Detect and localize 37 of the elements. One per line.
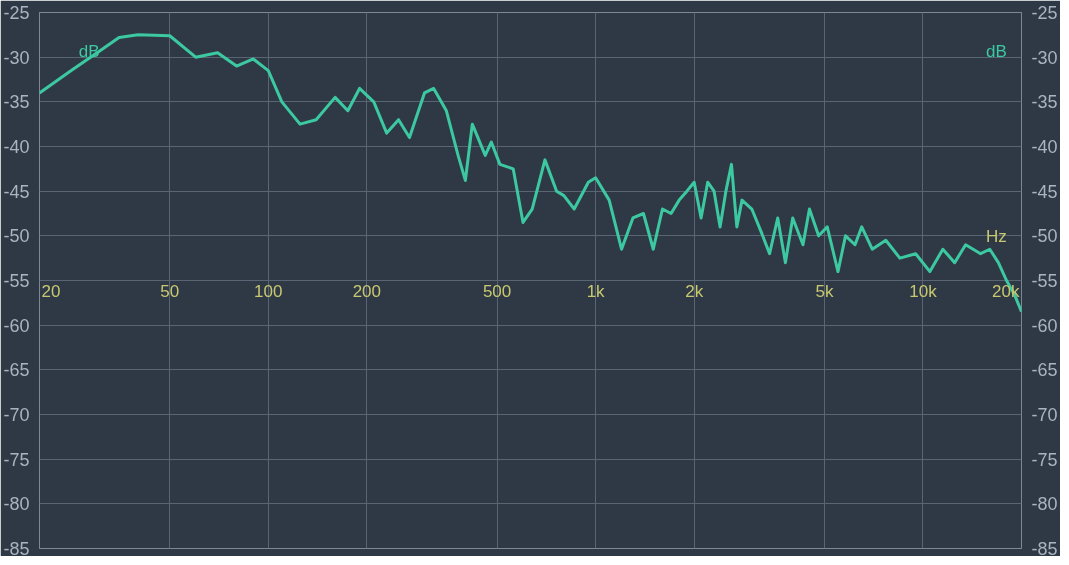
y2-tick-label: -65 — [1031, 360, 1058, 381]
y-tick-label: -85 — [3, 539, 30, 559]
y-tick-label: -60 — [3, 315, 30, 336]
y2-tick-label: -85 — [1031, 539, 1058, 559]
y-tick-label: -80 — [3, 494, 30, 515]
x-tick-label: 500 — [482, 282, 512, 302]
y2-tick-label: -75 — [1031, 449, 1058, 470]
y2-tick-label: -40 — [1031, 137, 1058, 157]
y-tick-label: -50 — [3, 226, 30, 247]
y2-tick-label: -60 — [1031, 315, 1058, 336]
x-tick-label: 50 — [160, 282, 180, 302]
y2-tick-label: -30 — [1031, 47, 1058, 68]
y2-tick-label: -80 — [1031, 494, 1058, 515]
y2-axis-title: dB — [985, 41, 1007, 61]
y2-tick-label: -25 — [1031, 3, 1058, 23]
y-tick-label: -55 — [3, 271, 30, 291]
x-tick-label: 200 — [352, 282, 382, 302]
x-tick-label: 100 — [254, 282, 283, 302]
y2-tick-label: -45 — [1031, 181, 1058, 202]
y-tick-label: -40 — [3, 137, 30, 157]
y2-tick-label: -70 — [1031, 405, 1058, 425]
y2-tick-label: -50 — [1031, 226, 1058, 247]
y-tick-label: -25 — [3, 3, 30, 23]
x-tick-label: 2k — [685, 281, 704, 301]
x-tick-label: 1k — [586, 281, 606, 301]
y-tick-label: -75 — [3, 449, 30, 470]
x-tick-label: 20 — [41, 282, 61, 302]
x-axis-title: Hz — [985, 226, 1007, 246]
y-tick-label: -70 — [3, 405, 30, 425]
y-tick-label: -35 — [3, 92, 30, 113]
y2-tick-label: -35 — [1031, 92, 1058, 113]
y2-tick-label: -55 — [1031, 271, 1058, 291]
y-tick-label: -30 — [3, 47, 30, 68]
x-tick-label: 5k — [815, 281, 834, 301]
y-tick-label: -65 — [3, 360, 30, 381]
y-tick-label: -45 — [3, 181, 30, 202]
x-tick-label: 10k — [909, 281, 938, 301]
